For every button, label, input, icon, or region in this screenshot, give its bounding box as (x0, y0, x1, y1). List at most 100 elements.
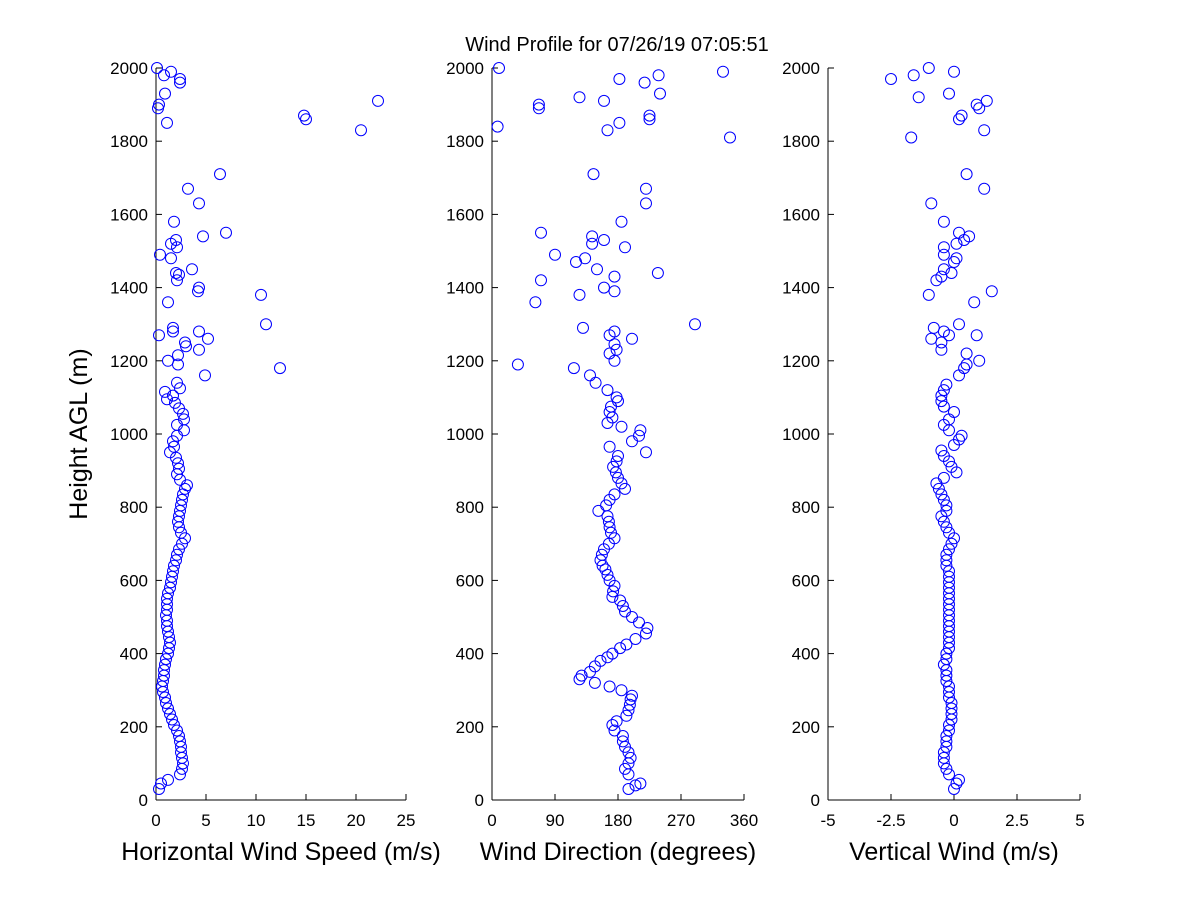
data-point (940, 669, 953, 682)
data-point (161, 592, 173, 605)
data-point (603, 347, 616, 360)
y-tick-label: 600 (456, 571, 484, 590)
data-point (955, 109, 968, 122)
data-point (937, 450, 950, 462)
data-point (612, 471, 624, 484)
data-point (937, 241, 950, 254)
data-point (619, 241, 631, 254)
data-point (907, 69, 920, 82)
data-point (153, 98, 165, 111)
data-point (174, 73, 186, 85)
data-point (945, 537, 958, 550)
data-point (935, 488, 948, 501)
data-point (968, 296, 981, 309)
data-point (616, 730, 629, 742)
data-point (953, 773, 965, 786)
data-point (181, 479, 193, 492)
data-point (629, 779, 642, 792)
data-point (595, 548, 608, 561)
y-tick-label: 200 (120, 718, 148, 737)
data-point (586, 237, 599, 250)
y-tick-label: 1800 (782, 132, 820, 151)
data-point (193, 281, 205, 294)
data-point (612, 450, 624, 462)
data-point (717, 65, 729, 78)
data-point (953, 226, 965, 239)
data-point (940, 653, 953, 666)
data-point (174, 735, 186, 748)
data-point (958, 362, 971, 375)
data-point (940, 548, 953, 561)
data-point (640, 446, 652, 459)
data-point (174, 382, 186, 395)
data-point (168, 440, 180, 453)
data-point (178, 413, 190, 426)
data-point (945, 267, 958, 279)
data-point (940, 499, 953, 512)
data-point (937, 746, 950, 759)
y-tick-label: 1200 (110, 352, 148, 371)
x-tick-label: 0 (151, 811, 160, 830)
data-point (171, 274, 183, 287)
x-tick-label: 0 (949, 811, 958, 830)
data-point (937, 471, 950, 484)
data-point (601, 568, 614, 581)
y-tick-label: 1800 (446, 132, 484, 151)
x-axis-label: Wind Direction (degrees) (480, 838, 757, 866)
y-tick-label: 200 (792, 718, 820, 737)
data-point (159, 691, 171, 704)
data-point (953, 113, 965, 126)
x-tick-label: -5 (820, 811, 835, 830)
data-point (937, 493, 950, 506)
data-point (616, 735, 629, 748)
data-point (922, 288, 935, 301)
data-point (601, 384, 614, 397)
data-point (935, 395, 948, 408)
x-tick-label: 360 (730, 811, 758, 830)
data-point (948, 256, 960, 268)
data-point (173, 543, 185, 556)
data-point (927, 321, 940, 334)
data-point (935, 444, 948, 457)
data-point (960, 168, 973, 181)
data-point (168, 559, 180, 572)
data-point (220, 226, 232, 239)
data-point (935, 343, 948, 356)
data-point (274, 362, 286, 375)
data-point (587, 168, 600, 181)
data-point (641, 622, 654, 634)
y-tick-label: 1200 (446, 352, 484, 371)
x-axis-label: Vertical Wind (m/s) (849, 838, 1059, 866)
data-point (626, 332, 638, 345)
data-point (298, 109, 310, 122)
data-point (174, 768, 186, 781)
x-tick-label: 20 (347, 811, 366, 830)
data-point (945, 460, 958, 473)
data-point (197, 230, 209, 243)
data-point (179, 336, 191, 349)
data-point (172, 358, 184, 371)
data-point (615, 420, 628, 433)
data-point (594, 554, 607, 567)
data-point (940, 554, 953, 567)
data-point (634, 777, 647, 790)
data-point (620, 709, 633, 722)
data-point (589, 376, 602, 389)
data-point (943, 686, 955, 698)
data-point (651, 267, 664, 279)
data-point (255, 288, 267, 301)
data-point (607, 585, 620, 598)
data-point (614, 594, 627, 607)
data-point (634, 424, 647, 437)
data-point (640, 627, 652, 640)
data-point (937, 384, 950, 397)
data-point (591, 263, 603, 276)
data-point (925, 197, 938, 210)
x-tick-label: 5 (201, 811, 210, 830)
data-point (925, 332, 938, 345)
data-point (549, 248, 561, 261)
data-point (953, 369, 965, 382)
data-point (594, 654, 607, 667)
